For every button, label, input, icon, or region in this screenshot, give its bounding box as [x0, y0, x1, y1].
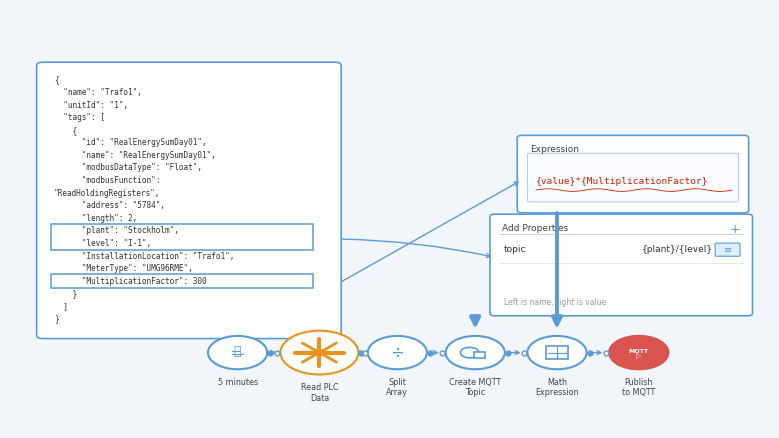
- Text: ▷: ▷: [636, 353, 641, 359]
- Circle shape: [609, 336, 668, 369]
- Text: 📋: 📋: [234, 345, 241, 358]
- Text: "unitId": "1",: "unitId": "1",: [54, 101, 128, 110]
- Text: "InstallationLocation": "Trafo1",: "InstallationLocation": "Trafo1",: [54, 251, 234, 261]
- Text: {plant}/{level}: {plant}/{level}: [642, 245, 713, 254]
- Text: topic: topic: [504, 245, 527, 254]
- FancyBboxPatch shape: [37, 62, 341, 339]
- Text: "length": 2,: "length": 2,: [54, 214, 137, 223]
- Text: 5 minutes: 5 minutes: [217, 378, 258, 387]
- Text: "name": "RealEnergySumDay01",: "name": "RealEnergySumDay01",: [54, 151, 216, 160]
- Circle shape: [446, 336, 505, 369]
- Text: Read PLC
Data: Read PLC Data: [301, 383, 338, 403]
- Text: }: }: [54, 314, 58, 324]
- Text: "modbusDataType": "Float",: "modbusDataType": "Float",: [54, 163, 202, 173]
- Circle shape: [208, 336, 267, 369]
- Text: {: {: [54, 75, 58, 85]
- FancyBboxPatch shape: [546, 346, 568, 359]
- Text: Publish
to MQTT: Publish to MQTT: [622, 378, 655, 397]
- Text: "address": "5784",: "address": "5784",: [54, 201, 164, 210]
- Text: "modbusFunction":: "modbusFunction":: [54, 176, 160, 185]
- Text: MQTT: MQTT: [629, 348, 649, 353]
- Circle shape: [527, 336, 587, 369]
- Circle shape: [460, 347, 479, 358]
- Text: ÷: ÷: [390, 343, 404, 362]
- Text: +: +: [729, 223, 740, 236]
- Text: Create MQTT
Topic: Create MQTT Topic: [449, 378, 501, 397]
- Text: Split
Array: Split Array: [386, 378, 408, 397]
- Text: "plant": "Stockholm",: "plant": "Stockholm",: [54, 226, 178, 236]
- Circle shape: [280, 331, 358, 374]
- Text: "id": "RealEnergySumDay01",: "id": "RealEnergySumDay01",: [54, 138, 206, 147]
- Text: Expression: Expression: [530, 145, 579, 154]
- Text: ≡: ≡: [724, 245, 731, 254]
- Text: "MeterType": "UMG96RME",: "MeterType": "UMG96RME",: [54, 264, 192, 273]
- Text: "level": "I-1",: "level": "I-1",: [54, 239, 151, 248]
- Circle shape: [609, 336, 668, 369]
- Text: Math
Expression: Math Expression: [535, 378, 579, 397]
- FancyBboxPatch shape: [527, 153, 738, 202]
- Text: Left is name, right is value: Left is name, right is value: [504, 298, 606, 307]
- Text: ]: ]: [54, 302, 68, 311]
- Text: "name": "Trafo1",: "name": "Trafo1",: [54, 88, 142, 97]
- FancyBboxPatch shape: [517, 135, 749, 213]
- Text: "MultiplicationFactor": 300: "MultiplicationFactor": 300: [54, 277, 206, 286]
- Text: "tags": [: "tags": [: [54, 113, 104, 122]
- Text: }: }: [54, 290, 77, 298]
- FancyBboxPatch shape: [490, 214, 753, 316]
- Text: {value}*{MultiplicationFactor}: {value}*{MultiplicationFactor}: [536, 177, 708, 186]
- Text: "ReadHoldingRegisters",: "ReadHoldingRegisters",: [54, 189, 160, 198]
- FancyBboxPatch shape: [474, 352, 485, 358]
- Circle shape: [368, 336, 427, 369]
- Text: {: {: [54, 126, 77, 135]
- Text: Add Properties: Add Properties: [502, 224, 569, 233]
- FancyBboxPatch shape: [715, 243, 740, 256]
